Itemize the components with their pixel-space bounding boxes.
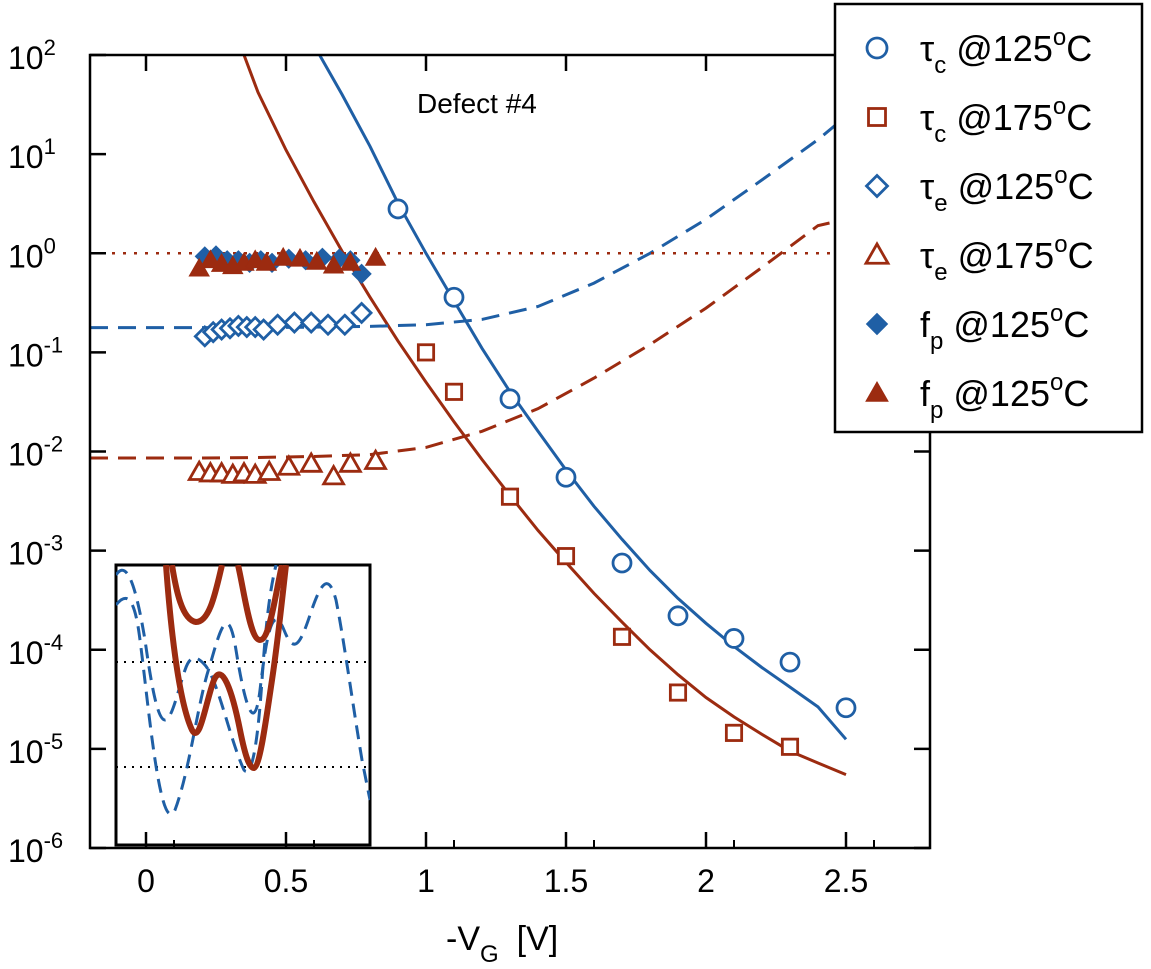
data-point-series-5 (306, 250, 328, 270)
y-tick-label: 100 (8, 233, 56, 274)
legend-label: fp @125oC (920, 300, 1089, 355)
legend-label: τc @125oC (920, 24, 1092, 79)
data-point-series-3 (256, 459, 282, 481)
data-point-series-5 (199, 249, 222, 269)
legend-marker (865, 380, 889, 402)
data-point-series-1 (444, 382, 464, 401)
data-point-series-0 (611, 552, 633, 574)
data-point-series-3 (276, 454, 302, 476)
inset-curve-solid (169, 565, 225, 626)
data-point-series-3 (298, 451, 324, 473)
x-tick-label: 2.5 (824, 863, 868, 899)
y-tick-label: 10-5 (8, 729, 63, 770)
data-point-series-0 (835, 697, 857, 719)
x-axis-title: -VG [V] (446, 920, 558, 968)
legend-label: fp @125oC (920, 369, 1089, 424)
data-point-series-0 (779, 651, 801, 673)
legend: τc @125oC τc @175oC τe @125oC τe @175oC fp @… (833, 2, 1144, 434)
legend-marker (863, 241, 891, 265)
inset-curve-dashed (116, 582, 370, 816)
annotation: Defect #4 (417, 88, 537, 119)
data-point-series-5 (322, 254, 345, 274)
legend-marker (865, 36, 889, 60)
data-point-series-2 (316, 313, 340, 337)
data-markers (186, 198, 857, 756)
inset-frame (114, 563, 372, 847)
inset-curve-solid (235, 565, 285, 644)
data-point-series-3 (338, 451, 363, 473)
inset-curve-dashed (116, 565, 278, 774)
legend-box (833, 2, 1144, 434)
data-point-series-3 (321, 463, 346, 486)
data-point-series-2 (299, 311, 323, 334)
inset-curve-solid (163, 565, 289, 772)
tick-labels: 0 0.5 1 1.5 2 2.5 10-6 10-5 10-4 10-3 10-2 10-1 100 1… (8, 35, 868, 899)
x-tick-label: 0.5 (264, 863, 308, 899)
data-point-series-2 (282, 311, 306, 334)
fit-curve-solid (242, 55, 847, 776)
x-axis-title-text: -VG [V] (446, 920, 558, 968)
data-point-series-5 (255, 251, 278, 271)
data-point-series-0 (387, 198, 409, 220)
x-tick-label: 0 (137, 863, 155, 899)
legend-label: τe @175oC (920, 231, 1094, 286)
x-tick-label: 1.5 (544, 863, 588, 899)
data-point-series-5 (272, 246, 294, 266)
data-point-series-2 (350, 301, 374, 325)
data-point-series-0 (723, 628, 745, 649)
legend-label: τc @175oC (920, 93, 1092, 148)
data-point-series-1 (500, 487, 520, 506)
legend-marker (864, 173, 890, 199)
data-point-series-1 (780, 737, 800, 756)
data-point-series-1 (612, 627, 632, 646)
fit-curve-dashed (90, 217, 847, 460)
data-point-series-3 (363, 448, 388, 470)
y-tick-label: 10-2 (8, 432, 63, 473)
data-point-series-1 (724, 723, 744, 742)
data-point-series-2 (333, 313, 357, 337)
data-point-series-2 (266, 313, 290, 337)
x-tick-label: 1 (417, 863, 435, 899)
legend-label: τe @125oC (920, 162, 1094, 217)
data-point-series-5 (364, 246, 387, 266)
inset-panel (114, 563, 372, 847)
data-point-series-5 (289, 247, 311, 267)
x-tick-label: 2 (697, 863, 715, 899)
data-point-series-1 (556, 547, 576, 566)
data-point-series-0 (499, 388, 521, 410)
fit-curve-solid (318, 55, 848, 741)
y-tick-label: 10-1 (8, 332, 63, 373)
y-tick-label: 102 (8, 35, 56, 76)
y-tick-label: 10-4 (8, 630, 63, 671)
data-point-series-0 (555, 466, 577, 488)
legend-marker (867, 107, 887, 127)
fit-curve-dashed (90, 115, 847, 330)
data-point-series-0 (667, 605, 689, 627)
legend-marker (865, 312, 889, 336)
y-tick-label: 10-3 (8, 531, 63, 572)
data-point-series-1 (668, 683, 688, 702)
y-tick-label: 10-6 (8, 828, 63, 869)
y-tick-label: 101 (8, 134, 56, 175)
data-point-series-5 (339, 251, 362, 271)
data-point-series-1 (416, 343, 436, 362)
data-point-series-0 (443, 286, 465, 308)
